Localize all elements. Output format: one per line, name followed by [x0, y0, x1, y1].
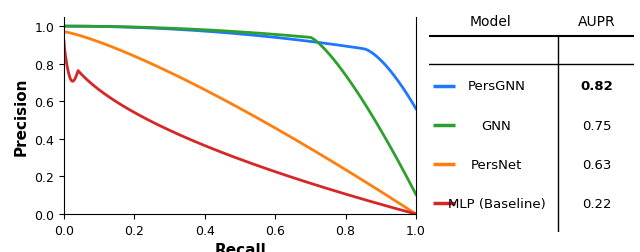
Text: PersNet: PersNet — [470, 158, 522, 171]
Text: PersGNN: PersGNN — [467, 80, 525, 93]
Text: 0.63: 0.63 — [582, 158, 611, 171]
Text: 0.22: 0.22 — [582, 197, 611, 210]
X-axis label: Recall: Recall — [214, 242, 266, 252]
Text: 0.82: 0.82 — [580, 80, 613, 93]
Y-axis label: Precision: Precision — [13, 77, 29, 155]
Text: MLP (Baseline): MLP (Baseline) — [447, 197, 545, 210]
Text: GNN: GNN — [481, 119, 511, 132]
Text: AUPR: AUPR — [578, 15, 616, 29]
Text: Model: Model — [469, 15, 511, 29]
Text: 0.75: 0.75 — [582, 119, 611, 132]
